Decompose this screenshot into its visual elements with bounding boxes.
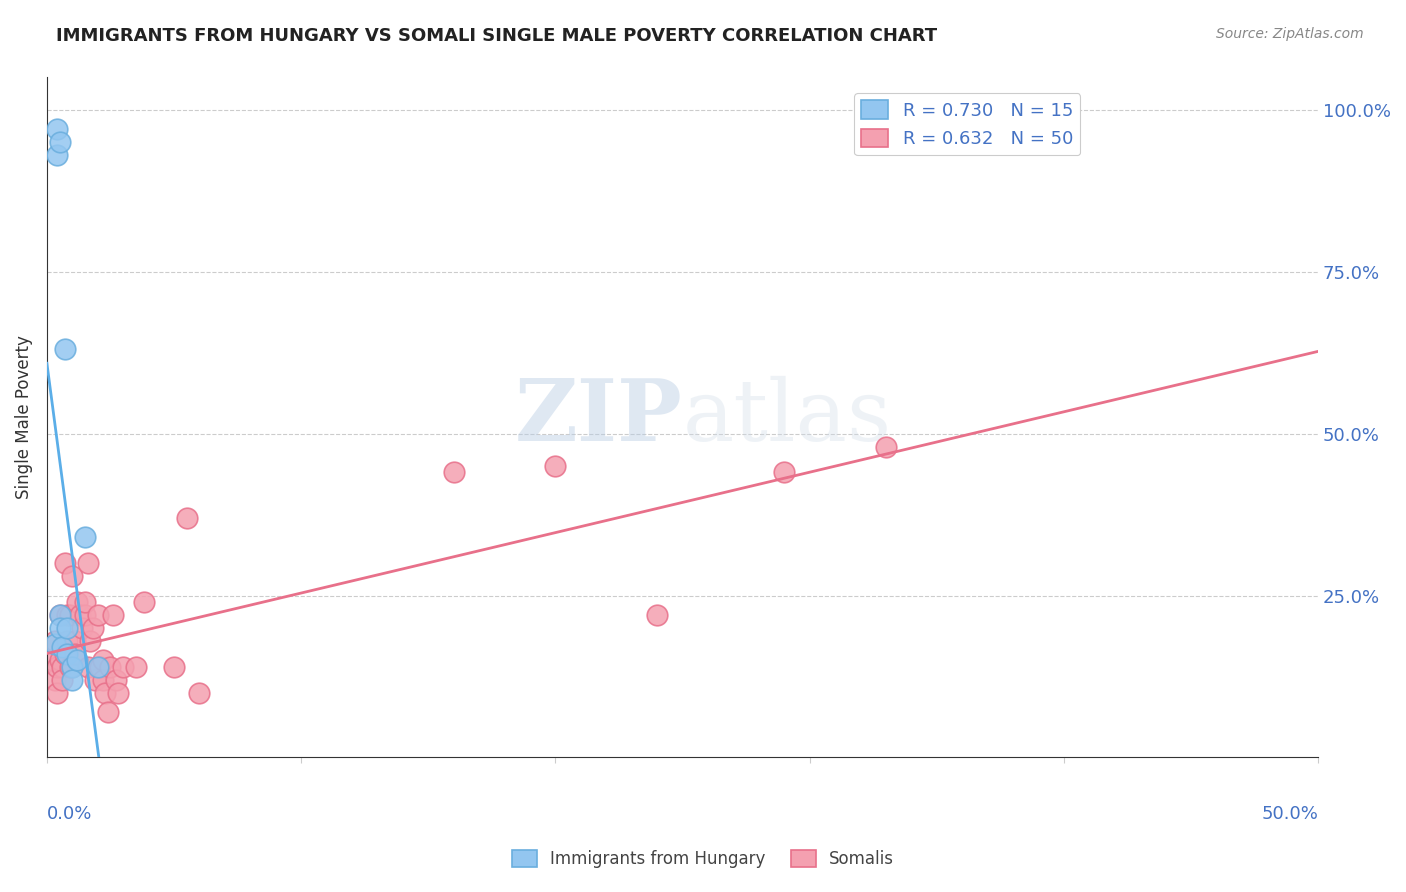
Point [188,686,211,700]
Point [63,647,86,661]
Point [46,148,69,162]
Point [79,633,101,648]
Point [59,659,82,673]
Point [60,659,83,673]
Point [73,595,96,609]
Point [72,621,94,635]
Legend: Immigrants from Hungary, Somalis: Immigrants from Hungary, Somalis [505,843,901,875]
Text: Source: ZipAtlas.com: Source: ZipAtlas.com [1216,27,1364,41]
Point [443,466,465,480]
Point [544,458,567,473]
Point [60,673,83,687]
Point [73,607,96,622]
Point [100,659,122,673]
Point [76,659,98,673]
Point [44,673,66,687]
Point [48,135,70,149]
Point [645,607,668,622]
Point [163,659,186,673]
Point [60,659,83,673]
Point [66,595,89,609]
Legend: R = 0.730   N = 15, R = 0.632   N = 50: R = 0.730 N = 15, R = 0.632 N = 50 [853,94,1080,155]
Point [46,686,69,700]
Point [63,633,86,648]
Point [104,673,127,687]
Point [107,686,129,700]
Point [875,440,897,454]
Text: 50.0%: 50.0% [1261,805,1319,823]
Point [84,673,107,687]
Text: 0.0%: 0.0% [46,805,93,823]
Point [91,673,114,687]
Point [56,607,79,622]
Point [48,607,70,622]
Point [132,595,155,609]
Point [51,640,73,655]
Text: IMMIGRANTS FROM HUNGARY VS SOMALI SINGLE MALE POVERTY CORRELATION CHART: IMMIGRANTS FROM HUNGARY VS SOMALI SINGLE… [56,27,938,45]
Point [773,466,796,480]
Point [53,343,76,357]
Point [87,607,110,622]
Point [44,633,66,648]
Point [46,659,69,673]
Point [48,607,70,622]
Point [51,673,73,687]
Text: ZIP: ZIP [515,376,682,459]
Point [101,607,124,622]
Y-axis label: Single Male Poverty: Single Male Poverty [15,335,32,500]
Point [82,621,104,635]
Point [125,659,148,673]
Point [112,659,135,673]
Point [53,647,76,661]
Point [97,705,120,719]
Point [44,637,66,651]
Point [89,659,111,673]
Point [60,569,83,583]
Point [94,686,117,700]
Point [56,633,79,648]
Point [69,607,91,622]
Text: atlas: atlas [682,376,891,459]
Point [59,607,82,622]
Point [73,530,96,544]
Point [91,653,114,667]
Point [51,659,73,673]
Point [46,122,69,136]
Point [56,647,79,661]
Point [41,653,63,667]
Point [48,621,70,635]
Point [76,556,98,570]
Point [56,621,79,635]
Point [53,556,76,570]
Point [87,659,110,673]
Point [48,653,70,667]
Point [66,653,89,667]
Point [176,510,198,524]
